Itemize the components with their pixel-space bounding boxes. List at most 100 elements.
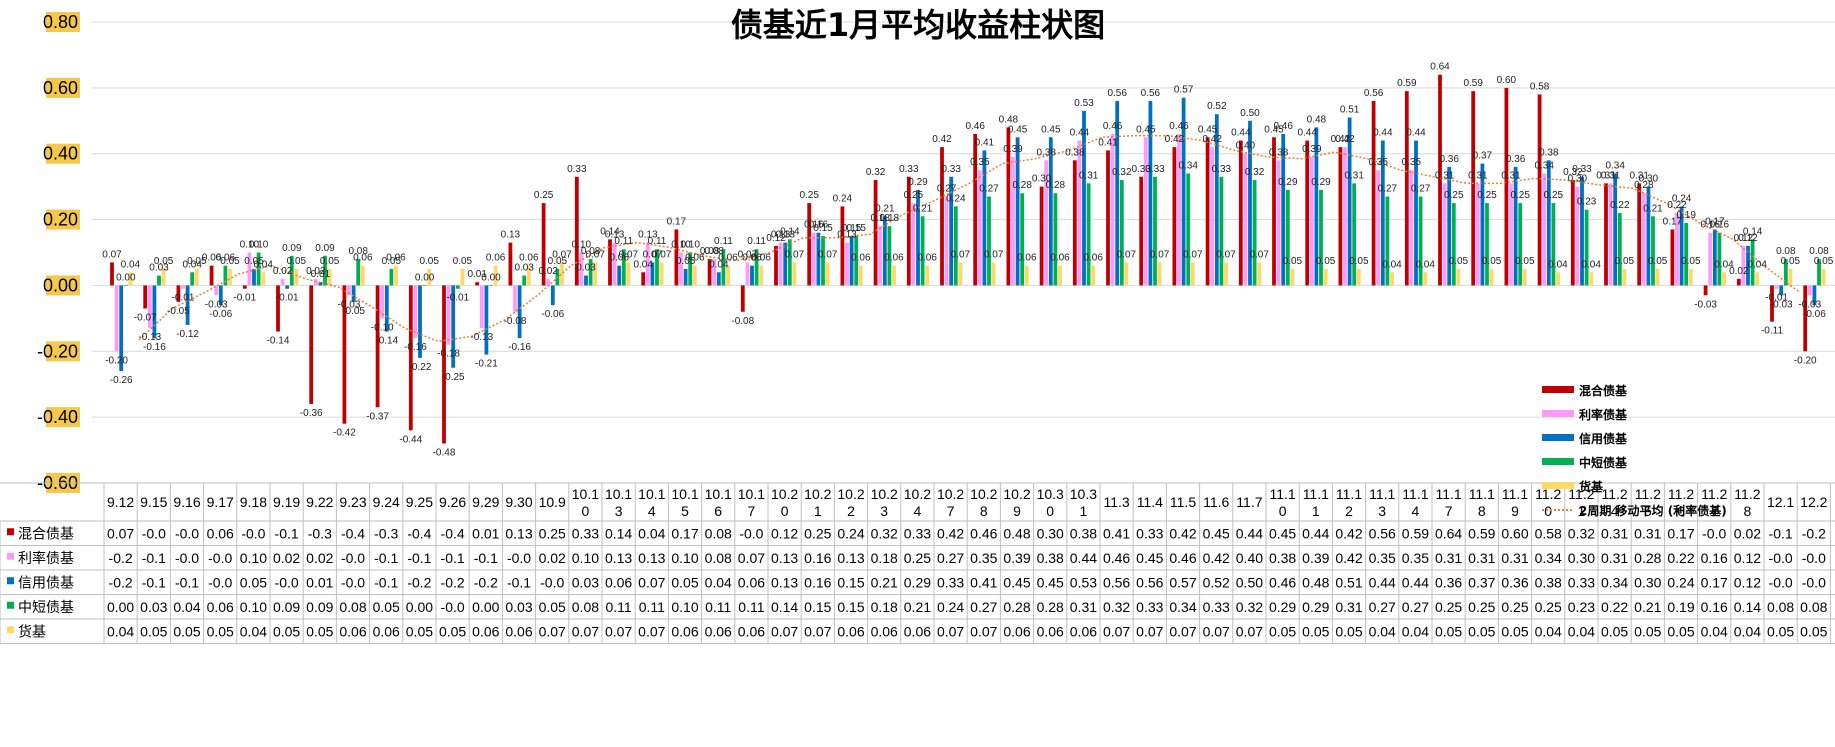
table-cell: 0.07 [1236,623,1263,639]
data-label: -0.07 [134,312,157,323]
table-cell: 0.45 [1037,574,1064,590]
data-label: 0.38 [1269,147,1289,158]
table-cell: 0.07 [638,623,665,639]
bar-1 [811,232,816,286]
bar-3 [1053,193,1058,286]
bar-1 [745,262,750,286]
bar-2 [1082,110,1086,286]
bar-2 [650,262,655,286]
table-cell: 0.24 [837,525,864,541]
bar-1 [1575,186,1580,286]
data-label: 0.31 [1435,170,1455,181]
bar-2 [1812,285,1817,306]
data-label: 0.21 [875,203,895,214]
data-labels: 0.07 -0.07 -0.05 0.06 -0.01 -0.14 -0.36 -0.42 -0… [102,62,1834,459]
bar-2 [849,236,854,286]
table-cell: 0.06 [1070,623,1097,639]
table-cell: 0.04 [705,574,732,590]
table-cell: 0.31 [1634,525,1661,541]
bar-1 [1044,160,1049,286]
table-cell: 0.06 [472,623,499,639]
data-label: 0.16 [1710,220,1730,231]
data-label: 0.42 [1165,134,1185,145]
table-cell: 0.25 [904,550,931,566]
table-cell: 0.31 [1070,599,1097,615]
bar-0 [309,285,314,404]
bar-1 [612,242,617,286]
bar-4 [892,265,896,286]
table-cell: 0.33 [1568,574,1595,590]
table-cell: 0.06 [207,599,234,615]
bar-1 [878,226,883,286]
table-cell: 0.53 [1070,574,1097,590]
bar-3 [1119,180,1124,286]
bar-2 [716,272,721,286]
bar-0 [1604,183,1608,286]
data-label: 0.38 [1539,147,1559,158]
bar-2 [1347,117,1352,286]
bar-4 [692,265,697,286]
data-label: 0.10 [680,240,700,251]
data-label: 0.11 [714,236,733,247]
bar-0 [475,282,480,286]
x-tick-label: 10.2 0 [771,486,798,519]
data-label: 0.07 [951,249,971,260]
table-cell: 0.13 [771,550,798,566]
x-tick-label: 9.26 [439,494,466,510]
bar-0 [1172,147,1177,286]
data-label: 0.08 [348,246,368,257]
x-tick-label: 10.1 0 [572,486,599,519]
bar-1 [1110,133,1115,286]
table-cell: 0.44 [1402,574,1429,590]
bar-4 [1589,272,1594,286]
bar-4 [1622,268,1627,286]
table-cell: 0.15 [837,599,864,615]
bar-2 [617,265,622,286]
bar-0 [641,272,646,286]
x-tick-label: 10.2 1 [804,486,831,519]
bar-4 [925,265,930,286]
bar-3 [323,255,327,286]
table-cell: 0.56 [1136,574,1163,590]
data-label: 0.58 [1530,81,1550,92]
bar-1 [1442,183,1447,286]
x-tick-label: 10.1 7 [738,486,765,519]
bar-4 [526,265,531,286]
x-tick-label: 10.2 8 [970,486,997,519]
table-cell: 0.07 [638,574,665,590]
table-cell: -0.2 [407,574,431,590]
data-label: 0.06 [884,253,904,264]
table-cell: -0.1 [441,550,465,566]
table-cell: 0.39 [1003,550,1030,566]
data-label: 0.46 [965,121,985,132]
table-cell: 0.48 [1003,525,1030,541]
table-cell: 0.05 [1634,623,1661,639]
bar-0 [807,203,812,286]
data-label: 0.31 [1596,170,1616,181]
data-label: 0.44 [1070,128,1090,139]
bar-1 [1509,183,1513,286]
table-cell: 0.05 [1269,623,1296,639]
data-label: 0.17 [1705,216,1725,227]
x-tick-label: 11.4 [1137,494,1163,510]
legend-swatch [1542,482,1574,489]
table-cell: 0.05 [1435,623,1462,639]
x-tick-label: 11.1 8 [1469,486,1495,519]
x-tick-label: 10.2 4 [904,486,931,519]
data-label: -0.25 [442,372,465,383]
table-cell: -0.1 [407,550,431,566]
y-axis: 0.800.600.400.200.00-0.20-0.40-0.60 [37,12,80,493]
row-label: 利率债基 [18,550,74,567]
table-cell: 0.11 [605,599,631,615]
data-label: 0.28 [1012,180,1032,191]
table-cell: 0.16 [804,550,831,566]
table-cell: -0.1 [175,574,199,590]
table-cell: 0.27 [1369,599,1396,615]
table-cell: 0.29 [904,574,931,590]
bars [110,74,1826,444]
row-legend-key [7,601,14,609]
data-label: 0.16 [809,220,829,231]
data-label: 0.05 [1681,256,1701,267]
table-cell: 0.07 [1136,623,1163,639]
